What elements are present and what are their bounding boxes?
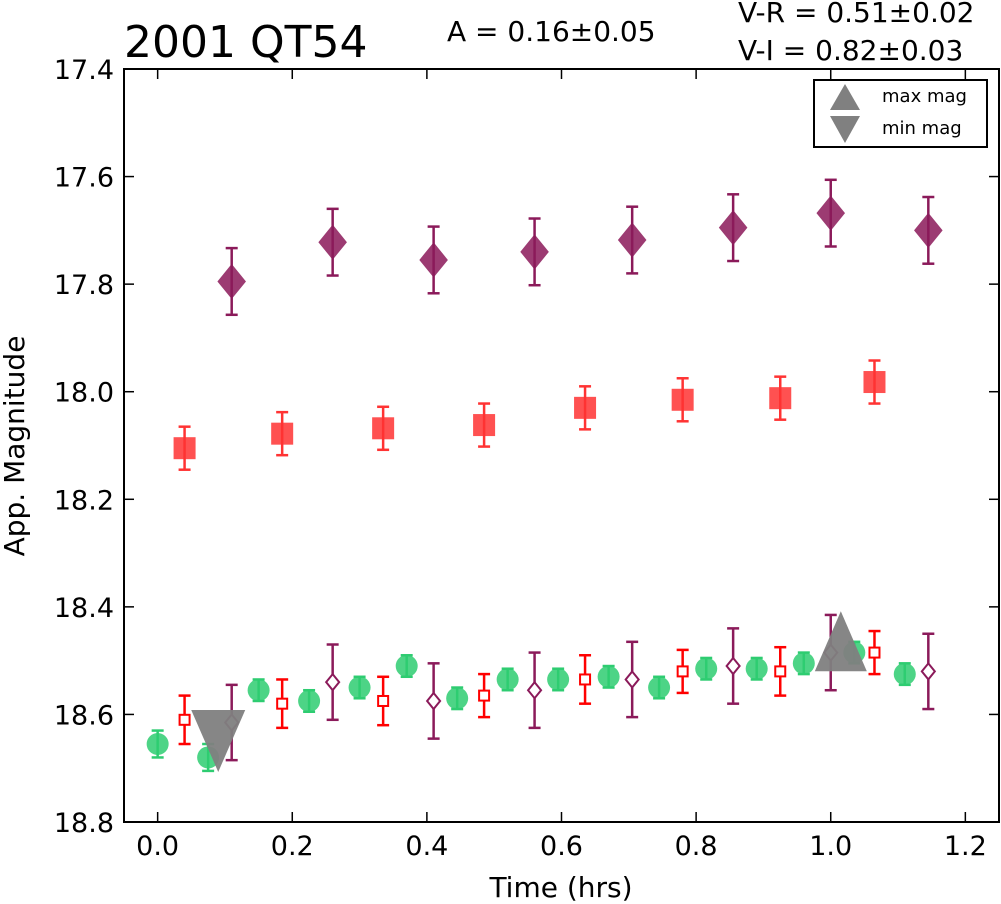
y-tick-label: 18.4 [54, 593, 114, 624]
color-index-vr: V-R = 0.51±0.02 [738, 0, 974, 29]
data-point [574, 396, 597, 419]
data-point [377, 694, 390, 707]
data-point [271, 422, 294, 445]
x-tick-label: 1.2 [944, 831, 987, 862]
data-point [247, 679, 270, 702]
plot-frame [123, 68, 1000, 823]
chart-title: 2001 QT54 [124, 17, 367, 68]
data-point [671, 388, 694, 411]
data-point [372, 417, 395, 440]
data-point [324, 672, 341, 692]
y-tick-label: 17.6 [54, 163, 114, 194]
data-point [318, 224, 347, 260]
x-tick-label: 0.8 [675, 831, 718, 862]
data-point [146, 733, 169, 756]
legend: max mag min mag [813, 79, 988, 148]
data-point [914, 212, 943, 248]
data-point [695, 657, 718, 680]
y-axis-label: App. Magnitude [0, 336, 31, 557]
data-point [676, 665, 689, 678]
x-tick-label: 0.0 [136, 831, 179, 862]
data-point [419, 242, 448, 278]
data-point [624, 669, 640, 690]
data-point [792, 652, 815, 675]
x-axis-label: Time (hrs) [488, 871, 632, 904]
legend-min-mag-marker [830, 116, 860, 143]
data-point [816, 195, 846, 231]
data-point [496, 668, 519, 691]
y-tick-label: 18.6 [54, 700, 114, 731]
y-tick-label: 18.2 [54, 485, 114, 516]
data-point [893, 663, 916, 686]
x-tick-label: 1.0 [809, 831, 852, 862]
data-point [520, 234, 549, 270]
data-point [863, 371, 886, 394]
data-point [725, 656, 741, 676]
x-tick-label: 0.4 [405, 831, 448, 862]
min-mag-marker [191, 709, 246, 772]
data-point [178, 713, 191, 726]
legend-max-mag-marker [830, 84, 860, 110]
amplitude-label: A = 0.16±0.05 [447, 15, 656, 48]
data-point [617, 222, 647, 258]
data-point [745, 657, 768, 680]
data-point [276, 697, 289, 710]
data-point [597, 665, 620, 688]
data-point [920, 661, 937, 681]
max-mag-marker [814, 611, 867, 672]
x-tick-label: 0.2 [271, 831, 314, 862]
data-point [774, 665, 787, 678]
plot-area: 0.0 0.2 0.4 0.6 0.8 1.0 1.2 17.4 17.6 17.8 18.0 18.… [54, 55, 1000, 862]
data-point [868, 646, 881, 659]
data-point [648, 676, 671, 699]
data-point [718, 210, 748, 246]
data-point [446, 687, 469, 710]
data-point [217, 263, 246, 300]
data-point [473, 414, 496, 437]
data-point [769, 387, 792, 410]
legend-max-mag-label: max mag [882, 86, 967, 107]
y-tick-label: 17.4 [54, 55, 114, 86]
data-point [526, 680, 543, 700]
data-point [547, 668, 570, 691]
y-tick-label: 17.8 [54, 270, 114, 301]
data-point [173, 437, 196, 460]
data-point [579, 673, 592, 686]
data-point [478, 689, 491, 702]
legend-min-mag-label: min mag [882, 118, 962, 139]
data-point [425, 691, 442, 711]
data-point [395, 655, 418, 678]
x-tick-label: 0.6 [540, 831, 583, 862]
y-tick-label: 18.8 [54, 808, 114, 839]
y-tick-label: 18.0 [54, 378, 114, 409]
data-point [298, 689, 321, 712]
data-point [348, 676, 371, 699]
color-index-vi: V-I = 0.82±0.03 [738, 34, 963, 67]
